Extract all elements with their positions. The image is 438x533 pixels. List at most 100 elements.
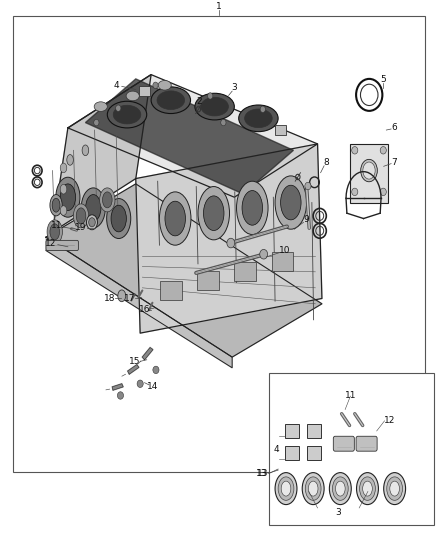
Ellipse shape bbox=[244, 109, 272, 127]
Text: 7: 7 bbox=[391, 158, 397, 167]
Circle shape bbox=[352, 188, 358, 196]
Ellipse shape bbox=[86, 215, 97, 230]
Ellipse shape bbox=[302, 473, 324, 505]
Circle shape bbox=[260, 249, 268, 259]
Ellipse shape bbox=[82, 145, 88, 156]
Circle shape bbox=[380, 188, 386, 196]
Ellipse shape bbox=[357, 473, 378, 505]
Bar bbox=[139, 86, 150, 96]
Ellipse shape bbox=[60, 163, 67, 173]
Polygon shape bbox=[85, 79, 293, 194]
Ellipse shape bbox=[151, 87, 191, 114]
Circle shape bbox=[153, 366, 159, 374]
Bar bbox=[350, 144, 388, 203]
Ellipse shape bbox=[52, 198, 60, 212]
Ellipse shape bbox=[387, 477, 403, 500]
Text: 4: 4 bbox=[273, 445, 279, 454]
Ellipse shape bbox=[329, 473, 351, 505]
Text: 8: 8 bbox=[323, 158, 329, 167]
Text: 14: 14 bbox=[147, 382, 158, 391]
Ellipse shape bbox=[363, 162, 375, 179]
Ellipse shape bbox=[50, 195, 62, 216]
Circle shape bbox=[380, 147, 386, 154]
Text: 17: 17 bbox=[124, 294, 135, 303]
Ellipse shape bbox=[126, 91, 139, 101]
Polygon shape bbox=[46, 184, 322, 357]
Ellipse shape bbox=[308, 481, 318, 496]
Ellipse shape bbox=[363, 481, 372, 496]
Ellipse shape bbox=[360, 477, 375, 500]
Ellipse shape bbox=[107, 101, 147, 128]
Ellipse shape bbox=[384, 473, 406, 505]
Circle shape bbox=[94, 119, 99, 126]
Circle shape bbox=[281, 126, 286, 133]
Polygon shape bbox=[112, 384, 123, 390]
Polygon shape bbox=[53, 75, 151, 232]
Ellipse shape bbox=[204, 196, 224, 230]
Polygon shape bbox=[142, 348, 153, 360]
Bar bbox=[307, 447, 321, 461]
Ellipse shape bbox=[201, 97, 229, 116]
Bar bbox=[269, 373, 434, 525]
Text: 13: 13 bbox=[256, 469, 268, 478]
Ellipse shape bbox=[60, 184, 76, 211]
Bar bbox=[307, 424, 321, 438]
Bar bbox=[160, 281, 182, 300]
Ellipse shape bbox=[94, 102, 107, 111]
Bar bbox=[285, 424, 299, 438]
Ellipse shape bbox=[118, 290, 126, 302]
Circle shape bbox=[116, 105, 121, 111]
Circle shape bbox=[227, 238, 235, 248]
Ellipse shape bbox=[336, 481, 345, 496]
Ellipse shape bbox=[76, 208, 86, 224]
Text: 15: 15 bbox=[129, 357, 141, 366]
Polygon shape bbox=[46, 237, 232, 368]
Ellipse shape bbox=[198, 187, 230, 240]
Ellipse shape bbox=[158, 80, 171, 90]
Text: 11: 11 bbox=[345, 391, 356, 400]
Ellipse shape bbox=[275, 473, 297, 505]
Text: 1: 1 bbox=[216, 3, 222, 11]
Ellipse shape bbox=[278, 477, 294, 500]
Text: 18: 18 bbox=[104, 294, 115, 303]
Circle shape bbox=[153, 82, 158, 88]
Ellipse shape bbox=[239, 105, 278, 132]
Ellipse shape bbox=[165, 201, 185, 236]
Ellipse shape bbox=[360, 159, 377, 182]
Circle shape bbox=[208, 93, 213, 99]
Circle shape bbox=[221, 119, 226, 126]
Bar bbox=[13, 16, 425, 472]
Text: 11: 11 bbox=[51, 222, 63, 230]
FancyBboxPatch shape bbox=[356, 436, 377, 451]
Polygon shape bbox=[128, 365, 139, 374]
Bar bbox=[272, 252, 293, 271]
Circle shape bbox=[117, 392, 124, 399]
Text: 3: 3 bbox=[336, 508, 342, 516]
Text: 12: 12 bbox=[384, 416, 396, 425]
Ellipse shape bbox=[237, 181, 268, 235]
Ellipse shape bbox=[242, 191, 262, 225]
Ellipse shape bbox=[81, 188, 105, 228]
Text: 2: 2 bbox=[197, 97, 202, 106]
Ellipse shape bbox=[390, 481, 399, 496]
Text: 19: 19 bbox=[75, 223, 87, 232]
FancyBboxPatch shape bbox=[46, 240, 78, 251]
Ellipse shape bbox=[67, 155, 73, 165]
Ellipse shape bbox=[159, 192, 191, 245]
Text: 5: 5 bbox=[380, 76, 386, 84]
Text: 16: 16 bbox=[139, 305, 150, 313]
Ellipse shape bbox=[85, 195, 101, 221]
Bar bbox=[275, 125, 286, 135]
Ellipse shape bbox=[275, 176, 307, 229]
Circle shape bbox=[305, 182, 311, 190]
Ellipse shape bbox=[157, 91, 184, 110]
Ellipse shape bbox=[281, 481, 291, 496]
FancyBboxPatch shape bbox=[333, 436, 354, 451]
Ellipse shape bbox=[50, 224, 60, 240]
Bar bbox=[234, 262, 256, 281]
Ellipse shape bbox=[60, 184, 67, 194]
Ellipse shape bbox=[102, 192, 112, 208]
Ellipse shape bbox=[107, 199, 131, 239]
Ellipse shape bbox=[332, 477, 348, 500]
Circle shape bbox=[260, 106, 265, 112]
